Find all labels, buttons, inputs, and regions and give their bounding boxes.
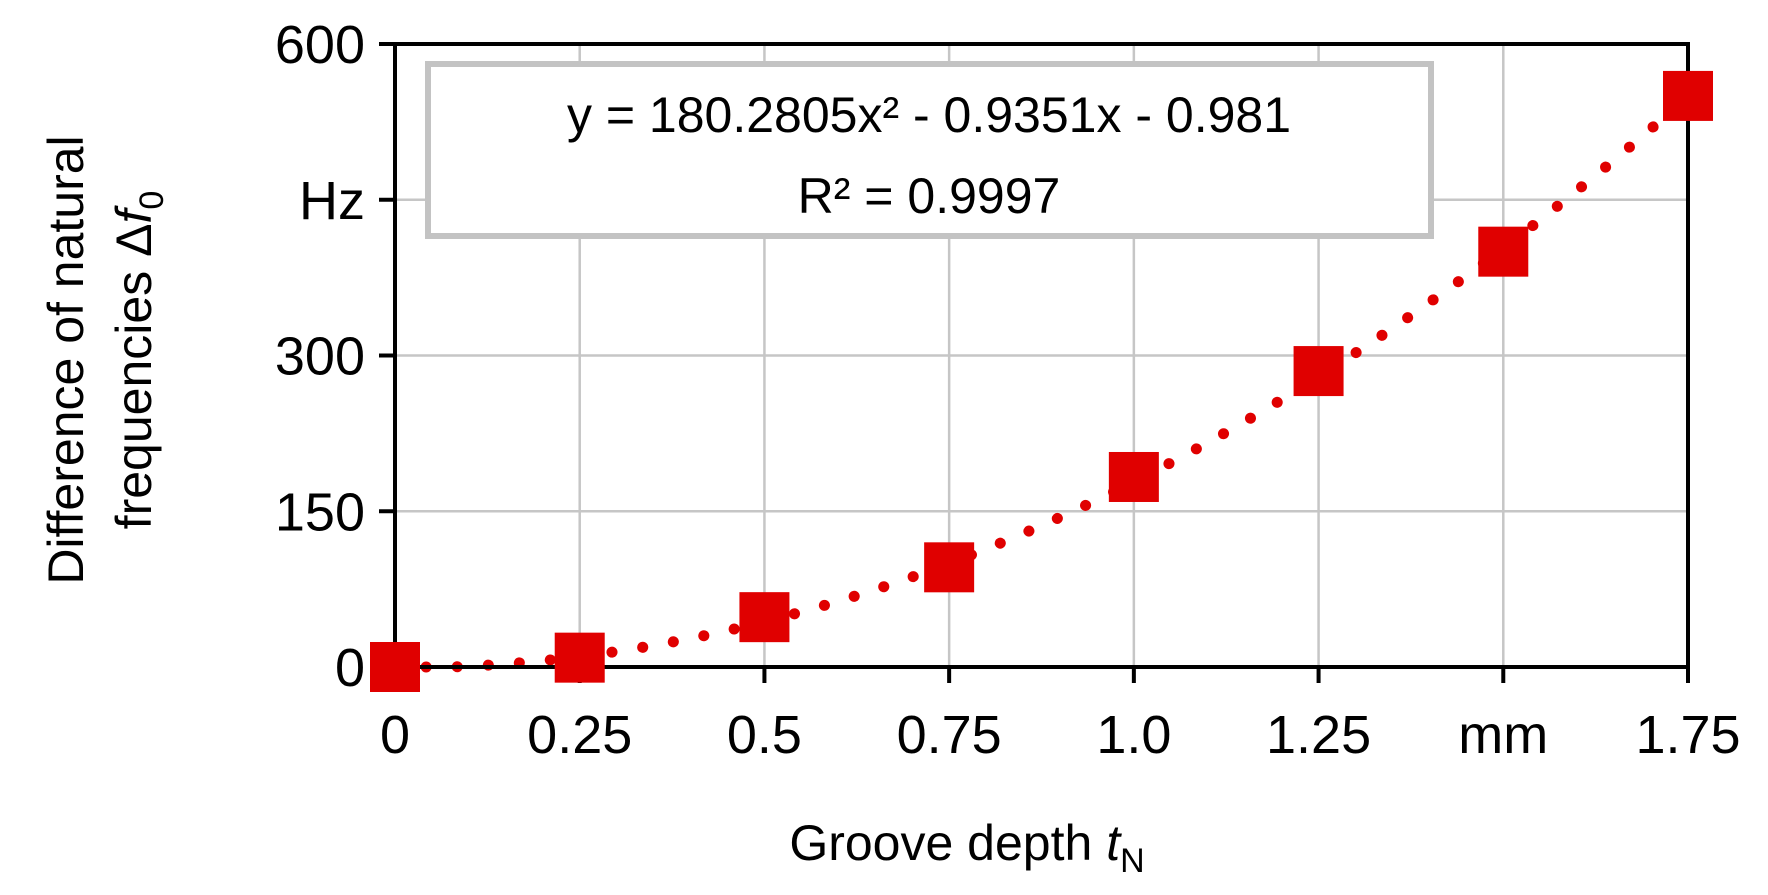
x-tick-label: 0.25 [527, 705, 632, 765]
x-axis-title-main: Groove depth [789, 815, 1106, 871]
trendline [389, 90, 1694, 673]
y-axis-title: Difference of natural frequencies Δf0 [38, 135, 171, 584]
data-points [370, 70, 1713, 692]
data-point-marker [924, 542, 975, 593]
data-point-marker [370, 642, 420, 692]
y-tick-label: 300 [275, 327, 365, 387]
trendline-path [389, 90, 1694, 673]
data-point-marker [1108, 451, 1159, 502]
data-point-marker [1663, 70, 1713, 121]
data-point-marker [554, 632, 605, 683]
data-point-marker [1478, 226, 1529, 277]
x-tick-label: 0.5 [727, 705, 802, 765]
y-axis-title-line2-main: frequencies Δ [106, 224, 162, 530]
x-axis-title: Groove depth tN [789, 815, 1144, 880]
x-axis-title-variable: t [1106, 815, 1122, 871]
axes [379, 42, 1690, 683]
y-tick-label: 0 [335, 638, 365, 698]
y-axis-title-subscript: 0 [133, 191, 171, 210]
y-axis-title-line2: frequencies Δf0 [106, 191, 171, 530]
x-axis-title-subscript: N [1120, 842, 1145, 880]
y-tick-label: Hz [299, 171, 365, 231]
trendline-equation: y = 180.2805x² - 0.9351x - 0.981 [567, 87, 1291, 143]
data-point-marker [739, 592, 790, 643]
x-tick-label: 0.75 [897, 705, 1002, 765]
equation-box: y = 180.2805x² - 0.9351x - 0.981 R² = 0.… [425, 61, 1434, 239]
x-tick-label: 0 [380, 705, 410, 765]
x-tick-label: mm [1458, 705, 1548, 765]
x-tick-label: 1.0 [1096, 705, 1171, 765]
tick-labels: 0 150 300 Hz 600 0 0.25 0.5 0.75 1.0 1.25 mm 1.75 [275, 15, 1741, 765]
trendline-r-squared: R² = 0.9997 [798, 168, 1061, 224]
data-point-marker [1293, 346, 1344, 397]
x-tick-label: 1.75 [1635, 705, 1740, 765]
x-tick-label: 1.25 [1266, 705, 1371, 765]
y-axis-title-line1: Difference of natural [38, 135, 94, 584]
y-tick-label: 600 [275, 15, 365, 75]
y-tick-label: 150 [275, 482, 365, 542]
